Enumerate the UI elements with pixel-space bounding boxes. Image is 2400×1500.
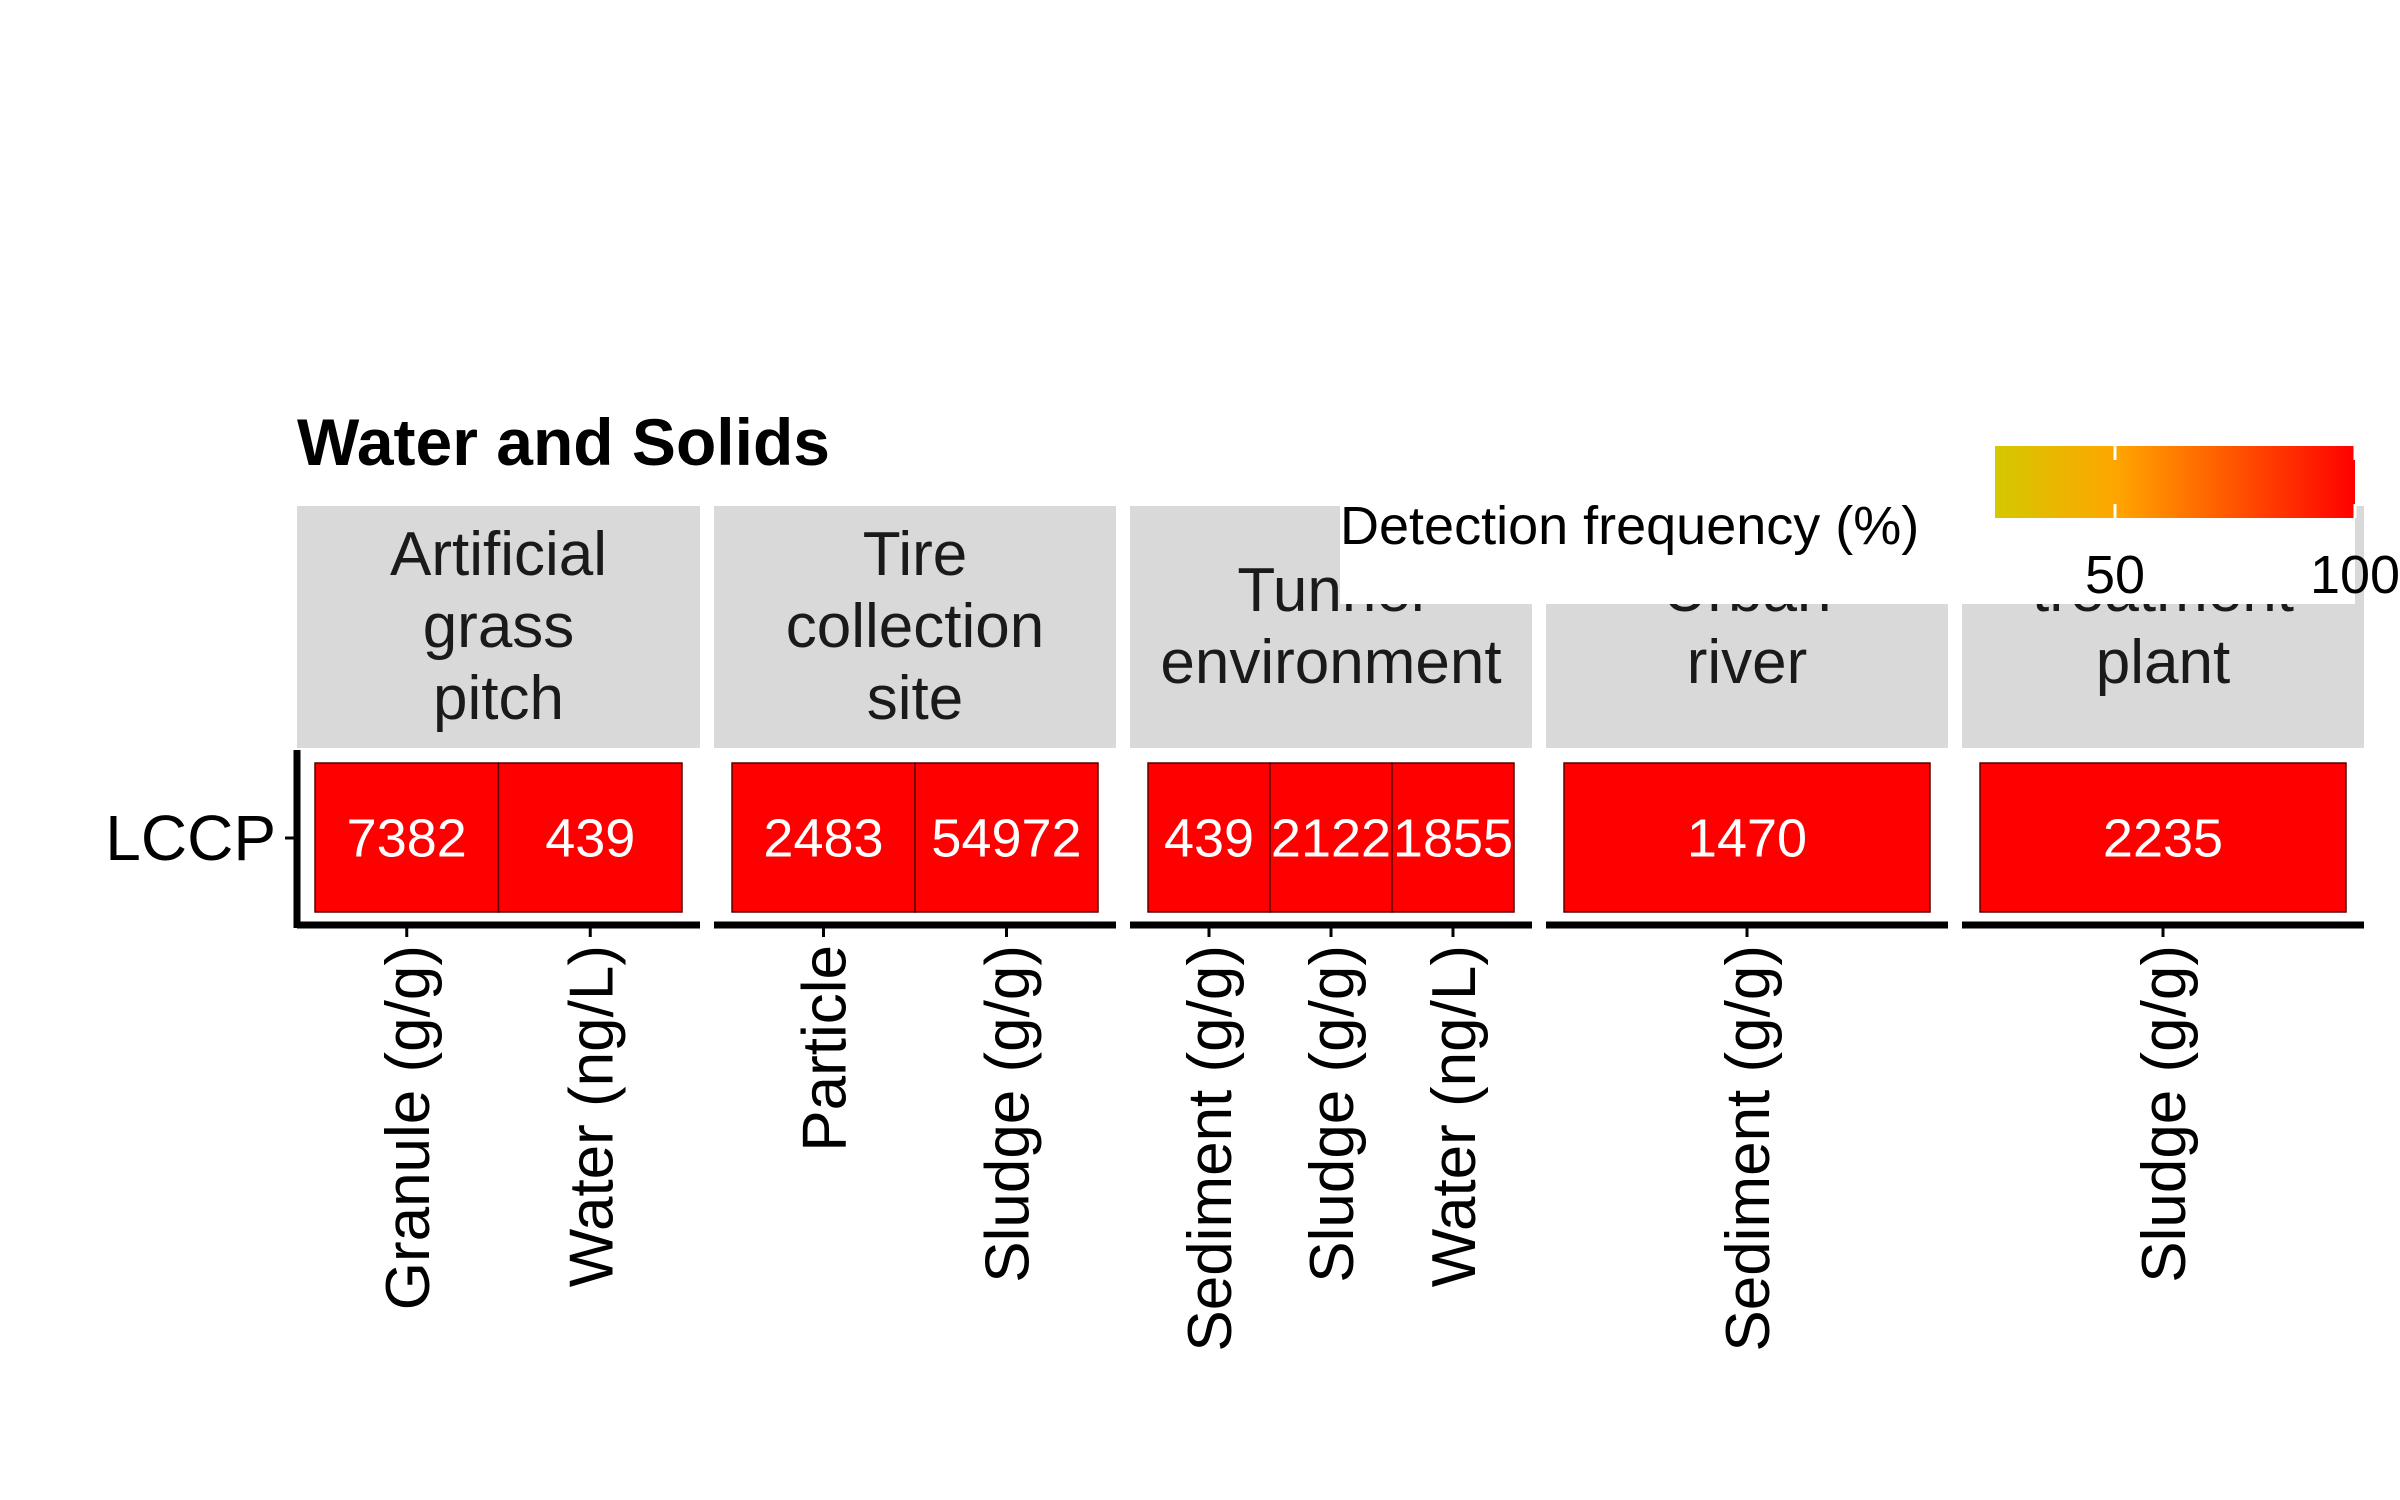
cell-value-label: 2235	[2103, 809, 2223, 869]
x-tick-label: Sludge (g/g)	[2130, 945, 2199, 1283]
heatmap-cell	[497, 762, 683, 913]
x-tick-label: Water (ng/L)	[557, 945, 626, 1287]
heatmap-cell	[1979, 762, 2347, 913]
cell-value-label: 1470	[1687, 809, 1807, 869]
cell-value-label: 54972	[931, 809, 1081, 869]
facet-label: river	[1687, 628, 1808, 697]
cell-value-label: 1855	[1393, 809, 1513, 869]
x-tick-label: Sediment (g/g)	[1714, 945, 1783, 1352]
legend-title: Detection frequency (%)	[1340, 496, 1919, 556]
facet-label: pitch	[433, 664, 564, 733]
legend-colorbar	[1995, 446, 2355, 518]
x-tick-label: Granule (g/g)	[374, 945, 443, 1310]
legend: Detection frequency (%) 50 100	[1340, 428, 2400, 605]
x-tick-label: Sediment (g/g)	[1176, 945, 1245, 1352]
heatmap-cell	[1563, 762, 1931, 913]
row-axis: LCCP	[105, 750, 301, 928]
legend-tick-label: 50	[2085, 545, 2145, 605]
legend-tick-label: 100	[2310, 545, 2400, 605]
facet-label: plant	[2096, 628, 2230, 697]
facet-panel: treatmentplant2235Sludge (g/g)	[1962, 506, 2364, 1283]
cell-value-label: 7382	[347, 809, 467, 869]
x-tick-label: Water (ng/L)	[1420, 945, 1489, 1287]
heatmap-cell	[914, 762, 1099, 913]
y-tick-label: LCCP	[105, 802, 276, 874]
facet-label: grass	[423, 592, 575, 661]
chart-title: Water and Solids	[297, 405, 830, 479]
cell-value-label: 439	[1164, 809, 1254, 869]
facet-strip	[297, 506, 700, 748]
heatmap-cell	[314, 762, 500, 913]
facet-panel: Urbanriver1470Sediment (g/g)	[1546, 506, 1948, 1352]
cell-value-label: 2483	[763, 809, 883, 869]
heatmap-cell	[1391, 762, 1515, 913]
cell-value-label: 2122	[1271, 809, 1391, 869]
facet-label: environment	[1160, 628, 1501, 697]
facet-label: Artificial	[390, 520, 607, 589]
cell-value-label: 439	[545, 809, 635, 869]
facet-label: site	[867, 664, 963, 733]
facet-label: Tire	[863, 520, 967, 589]
x-tick-label: Sludge (g/g)	[1298, 945, 1367, 1283]
facet-label: collection	[786, 592, 1044, 661]
heatmap-cell	[731, 762, 916, 913]
x-tick-label: Sludge (g/g)	[974, 945, 1043, 1283]
heatmap-cell	[1269, 762, 1393, 913]
facet-strip	[714, 506, 1116, 748]
x-tick-label: Particle	[791, 945, 860, 1152]
